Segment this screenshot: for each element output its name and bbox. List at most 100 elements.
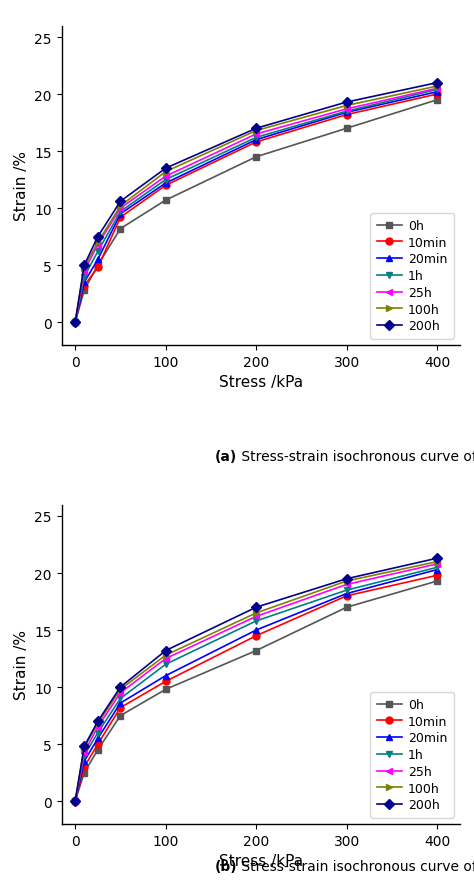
1h xyxy=(253,616,259,626)
20min xyxy=(163,178,169,189)
10min xyxy=(344,110,349,120)
200h xyxy=(82,260,87,271)
1h xyxy=(118,207,123,218)
1h xyxy=(344,585,349,595)
Line: 100h: 100h xyxy=(72,83,441,326)
200h xyxy=(118,682,123,693)
Line: 25h: 25h xyxy=(72,561,441,804)
100h xyxy=(253,608,259,618)
X-axis label: Stress /kPa: Stress /kPa xyxy=(219,853,303,868)
10min xyxy=(82,281,87,291)
Line: 10min: 10min xyxy=(72,572,441,804)
0h xyxy=(73,317,78,328)
25h xyxy=(434,559,440,570)
100h xyxy=(95,719,100,729)
1h xyxy=(253,133,259,144)
20min xyxy=(163,671,169,681)
1h xyxy=(95,727,100,738)
20min xyxy=(82,277,87,288)
25h xyxy=(253,129,259,140)
0h xyxy=(118,711,123,721)
Text: (b): (b) xyxy=(214,859,237,873)
100h xyxy=(73,796,78,806)
0h xyxy=(163,684,169,695)
1h xyxy=(163,175,169,186)
25h xyxy=(344,105,349,115)
200h xyxy=(163,646,169,657)
100h xyxy=(434,556,440,567)
0h xyxy=(434,576,440,587)
25h xyxy=(163,654,169,664)
20min xyxy=(82,756,87,766)
10min xyxy=(434,89,440,100)
20min xyxy=(253,625,259,635)
25h xyxy=(95,722,100,733)
20min xyxy=(253,136,259,146)
10min xyxy=(73,317,78,328)
10min xyxy=(344,591,349,602)
Line: 200h: 200h xyxy=(72,556,441,804)
Y-axis label: Strain /%: Strain /% xyxy=(14,152,29,221)
200h xyxy=(73,796,78,806)
200h xyxy=(253,124,259,135)
25h xyxy=(253,611,259,622)
25h xyxy=(118,688,123,698)
1h xyxy=(434,563,440,573)
10min xyxy=(82,762,87,773)
1h xyxy=(82,750,87,761)
100h xyxy=(95,237,100,248)
100h xyxy=(434,82,440,92)
200h xyxy=(253,602,259,613)
200h xyxy=(95,716,100,727)
100h xyxy=(253,126,259,136)
20min xyxy=(73,796,78,806)
25h xyxy=(73,317,78,328)
20min xyxy=(118,698,123,709)
25h xyxy=(95,240,100,251)
100h xyxy=(82,742,87,753)
200h xyxy=(82,742,87,752)
20min xyxy=(434,88,440,98)
20min xyxy=(434,564,440,575)
200h xyxy=(73,317,78,328)
200h xyxy=(434,553,440,563)
1h xyxy=(118,694,123,704)
Line: 1h: 1h xyxy=(72,564,441,804)
20min xyxy=(95,734,100,744)
25h xyxy=(163,172,169,183)
0h xyxy=(163,196,169,206)
Line: 200h: 200h xyxy=(72,80,441,326)
25h xyxy=(118,204,123,214)
200h xyxy=(344,97,349,108)
10min xyxy=(73,796,78,806)
1h xyxy=(163,659,169,670)
Text: Stress-strain isochronous curve of soil B: Stress-strain isochronous curve of soil … xyxy=(237,859,474,873)
Legend: 0h, 10min, 20min, 1h, 25h, 100h, 200h: 0h, 10min, 20min, 1h, 25h, 100h, 200h xyxy=(370,692,454,818)
0h xyxy=(73,796,78,806)
100h xyxy=(163,167,169,178)
1h xyxy=(73,317,78,328)
25h xyxy=(73,796,78,806)
200h xyxy=(95,232,100,243)
200h xyxy=(344,574,349,585)
Line: 25h: 25h xyxy=(72,86,441,326)
200h xyxy=(163,164,169,175)
100h xyxy=(344,576,349,587)
25h xyxy=(434,84,440,95)
100h xyxy=(118,201,123,212)
10min xyxy=(163,181,169,191)
Line: 20min: 20min xyxy=(72,89,441,326)
100h xyxy=(118,684,123,695)
1h xyxy=(95,247,100,258)
0h xyxy=(95,744,100,755)
25h xyxy=(82,266,87,276)
10min xyxy=(118,703,123,713)
10min xyxy=(95,739,100,750)
200h xyxy=(434,78,440,89)
10min xyxy=(253,631,259,641)
0h xyxy=(434,96,440,106)
20min xyxy=(344,588,349,599)
10min xyxy=(95,263,100,274)
0h xyxy=(82,767,87,778)
Text: (a): (a) xyxy=(215,449,237,463)
